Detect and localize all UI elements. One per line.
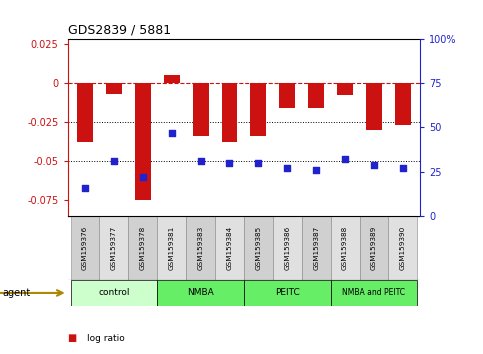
Point <box>168 130 175 136</box>
Bar <box>273 216 302 280</box>
Bar <box>157 216 186 280</box>
Point <box>284 165 291 171</box>
Text: NMBA and PEITC: NMBA and PEITC <box>342 289 405 297</box>
Bar <box>308 83 324 108</box>
Bar <box>388 216 417 280</box>
Bar <box>128 216 157 280</box>
Text: NMBA: NMBA <box>187 289 214 297</box>
Bar <box>337 83 353 95</box>
Bar <box>359 216 388 280</box>
Point <box>81 185 89 190</box>
Point <box>341 156 349 162</box>
Bar <box>279 83 295 108</box>
Text: GSM159389: GSM159389 <box>371 226 377 270</box>
Bar <box>135 83 151 200</box>
Text: control: control <box>98 289 129 297</box>
Text: GSM159378: GSM159378 <box>140 226 146 270</box>
Bar <box>99 216 128 280</box>
Point <box>255 160 262 166</box>
Text: agent: agent <box>2 288 30 298</box>
Bar <box>71 216 99 280</box>
Bar <box>186 216 215 280</box>
Bar <box>106 83 122 94</box>
Bar <box>395 83 411 125</box>
Text: ■: ■ <box>68 333 77 343</box>
Text: GSM159387: GSM159387 <box>313 226 319 270</box>
Bar <box>222 83 238 142</box>
Point <box>399 165 407 171</box>
Text: log ratio: log ratio <box>87 333 125 343</box>
Bar <box>77 83 93 142</box>
Bar <box>215 216 244 280</box>
Text: PEITC: PEITC <box>275 289 299 297</box>
Bar <box>244 280 331 306</box>
Point <box>110 158 118 164</box>
Bar <box>164 75 180 83</box>
Text: GSM159377: GSM159377 <box>111 226 117 270</box>
Bar <box>193 83 209 136</box>
Bar <box>71 280 157 306</box>
Text: GSM159376: GSM159376 <box>82 226 88 270</box>
Text: GSM159390: GSM159390 <box>400 226 406 270</box>
Bar <box>331 216 359 280</box>
Text: GSM159388: GSM159388 <box>342 226 348 270</box>
Text: GDS2839 / 5881: GDS2839 / 5881 <box>68 23 171 36</box>
Text: GSM159385: GSM159385 <box>256 226 261 270</box>
Point <box>197 158 204 164</box>
Bar <box>157 280 244 306</box>
Text: GSM159381: GSM159381 <box>169 226 175 270</box>
Point <box>226 160 233 166</box>
Bar <box>302 216 331 280</box>
Bar <box>244 216 273 280</box>
Bar <box>366 83 382 130</box>
Bar <box>250 83 266 136</box>
Point <box>313 167 320 173</box>
Text: GSM159383: GSM159383 <box>198 226 203 270</box>
Point <box>139 174 147 180</box>
Point <box>370 162 378 167</box>
Bar <box>331 280 417 306</box>
Text: GSM159386: GSM159386 <box>284 226 290 270</box>
Text: GSM159384: GSM159384 <box>227 226 232 270</box>
